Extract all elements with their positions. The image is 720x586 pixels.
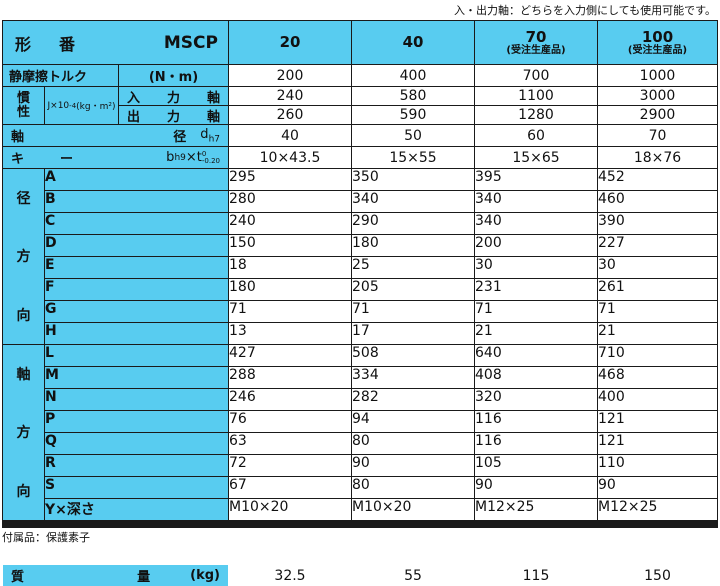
char: 方 [16, 425, 31, 442]
size-number: 70 [525, 27, 547, 46]
inertia-input-value: 580 [352, 87, 474, 105]
char: 力 [166, 90, 180, 106]
inertia-unit-suffix: (kg・m²) [76, 102, 116, 112]
model-code: MSCP [163, 32, 218, 53]
top-note: 入・出力軸：どちらを入力側にしても使用可能です。 [453, 4, 716, 17]
char: 方 [16, 249, 31, 266]
size-header-40: 40 [352, 21, 474, 64]
key-label: キ ー b h9 ×t 0 -0.20 [3, 147, 228, 168]
shaft-symbol: dh7 [200, 127, 220, 145]
inertia-output-value: 590 [352, 106, 474, 124]
torque-value: 400 [352, 65, 474, 86]
char: 軸 [16, 367, 31, 384]
char: 入 [127, 90, 141, 106]
key-value: 15×65 [475, 147, 597, 168]
shaft-diameter-value: 60 [475, 125, 597, 146]
key-t-tolerance: 0 -0.20 [201, 149, 220, 165]
shaft-symbol-d: d [200, 126, 209, 142]
shaft-diameter-value: 50 [352, 125, 474, 146]
inertia-output-value: 1280 [475, 106, 597, 124]
shaft-tolerance: h7 [208, 134, 220, 145]
char: 向 [16, 307, 31, 324]
size-note: (受注生産品) [627, 45, 688, 57]
size-number: 20 [279, 33, 301, 52]
inertia-input-value: 240 [229, 87, 351, 105]
torque-value: 200 [229, 65, 351, 86]
mass-value: 115 [475, 565, 597, 586]
char: 軸 [11, 130, 25, 145]
key-value: 10×43.5 [229, 147, 351, 168]
axial-group-label: 軸 方 向 [3, 345, 44, 520]
size-number: 100 [641, 27, 674, 46]
size-note: (受注生産品) [506, 45, 566, 57]
char: 出 [127, 109, 141, 125]
char: 軸 [206, 109, 220, 125]
inertia-output-value: 2900 [598, 106, 717, 124]
key-symbol: b h9 ×t 0 -0.20 [166, 150, 220, 165]
mass-label: 質 量 (kg) [3, 565, 228, 586]
key-value: 15×55 [352, 147, 474, 168]
inertia-unit-exp: -4 [69, 101, 77, 110]
char: 向 [16, 483, 31, 500]
char: 質 [11, 570, 25, 585]
char: 軸 [206, 90, 220, 106]
size-header-20: 20 [229, 21, 351, 64]
size-header-100: 100 (受注生産品) [598, 21, 717, 64]
model-label-char2: 番 [59, 34, 76, 54]
shaft-diameter-value: 40 [229, 125, 351, 146]
torque-value: 700 [475, 65, 597, 86]
torque-value: 1000 [598, 65, 717, 86]
key-t-tol-upper: 0 [201, 149, 207, 158]
char: 径 [16, 191, 31, 208]
inertia-input-value: 3000 [598, 87, 717, 105]
footer-note: 付属品：保護素子 [2, 531, 90, 544]
inertia-input-label: 入 力 軸 [119, 87, 228, 105]
radial-group-label: 径 方 向 [3, 169, 44, 344]
key-t-tol-lower: -0.20 [201, 156, 220, 165]
char: キ [11, 152, 25, 167]
key-b: b [166, 150, 175, 165]
model-header-label: 形 番 MSCP [3, 21, 228, 64]
mass-value: 32.5 [229, 565, 351, 586]
key-b-tolerance: h9 [174, 152, 186, 163]
inertia-label: 慣性 [3, 87, 44, 124]
key-times-t: ×t [185, 150, 202, 165]
spec-table: 形 番 MSCP 20 40 70 (受注生産品) 100 (受注生産品) 静摩… [2, 20, 718, 586]
char: 力 [166, 109, 180, 125]
char: ー [60, 152, 74, 167]
char: 径 [173, 130, 187, 145]
inertia-output-label: 出 力 軸 [119, 106, 228, 124]
shaft-diameter-label: 軸 径 dh7 [3, 125, 228, 146]
mass-value: 55 [352, 565, 474, 586]
inertia-input-value: 1100 [475, 87, 597, 105]
size-header-70: 70 (受注生産品) [475, 21, 597, 64]
mass-unit: (kg) [190, 568, 220, 583]
shaft-diameter-value: 70 [598, 125, 717, 146]
inertia-unit: J×10 -4 (kg・m²) [45, 87, 118, 124]
torque-unit: (N・m) [119, 65, 228, 86]
mass-value: 150 [598, 565, 717, 586]
model-label-char1: 形 [15, 34, 32, 54]
key-value: 18×76 [598, 147, 717, 168]
inertia-output-value: 260 [229, 106, 351, 124]
torque-label: 静摩擦トルク [3, 65, 118, 86]
char: 量 [137, 570, 151, 585]
size-number: 40 [402, 33, 424, 52]
inertia-unit-prefix: J×10 [47, 100, 70, 111]
